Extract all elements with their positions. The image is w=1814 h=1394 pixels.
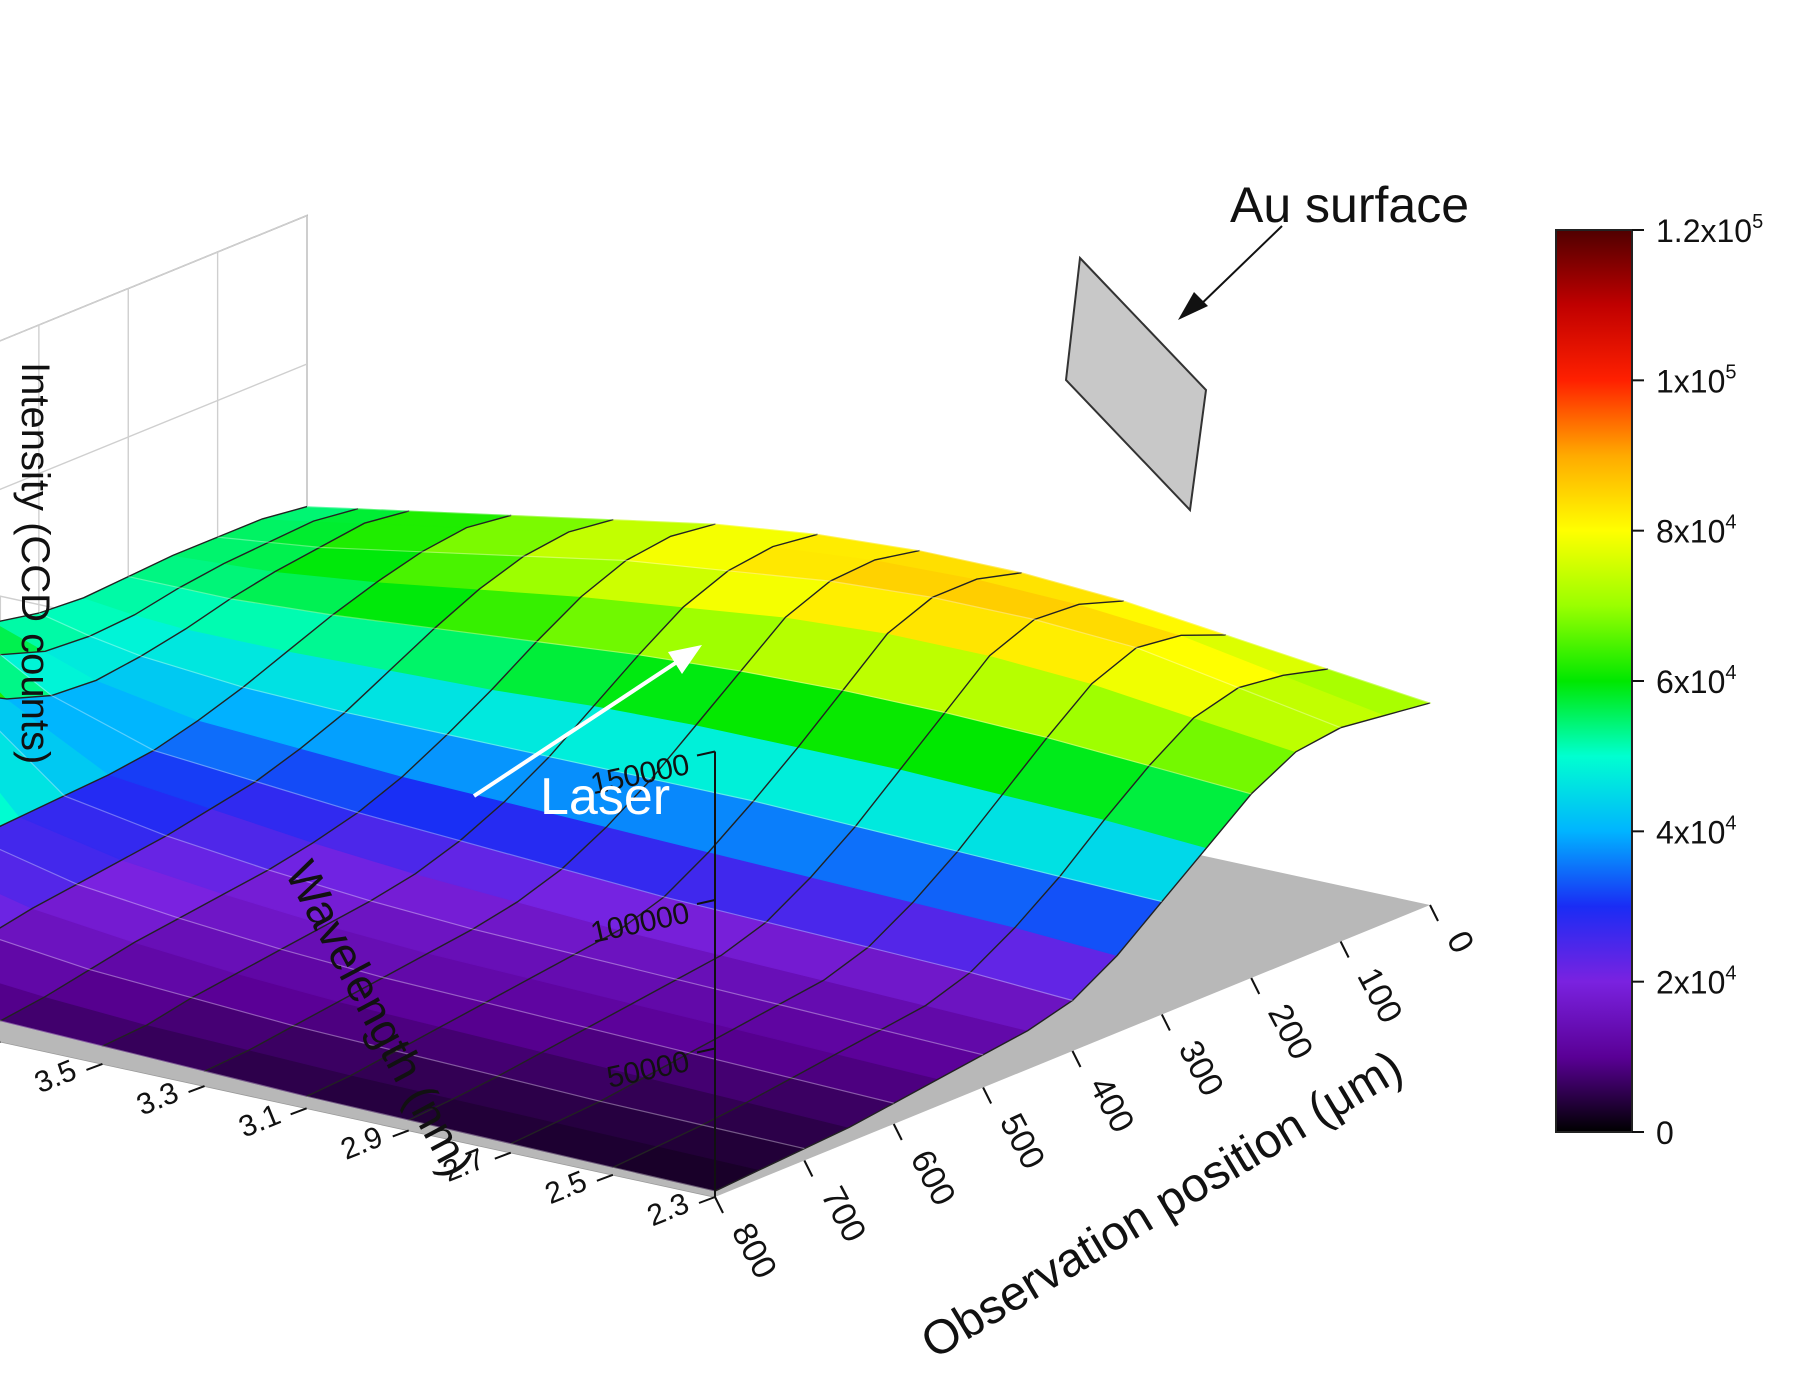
colorbar-tick-label: 1x105 [1656,361,1737,399]
position-tick [1071,1050,1082,1068]
slice-line [510,634,1226,1145]
slice-line [102,533,818,1047]
wavelength-slice-lines [0,505,1431,1192]
intensity-tick [696,750,716,757]
position-tick [1429,904,1439,922]
x-axis-title: Observation position (μm) [912,1040,1411,1369]
colorbar-tick-label: 1.2x105 [1656,211,1763,249]
z-axis-title: Intensity (CCD counts) [13,362,57,764]
laser-arrow [472,658,682,798]
au-surface-patch [1064,255,1208,513]
position-tick-label: 800 [724,1217,784,1285]
position-tick [1160,1014,1171,1031]
au-surface-arrow [1194,225,1283,311]
position-line [0,939,805,1150]
position-tick-label: 500 [992,1107,1052,1175]
position-line [0,848,894,1104]
slice-line [0,518,614,929]
position-line [38,612,1163,903]
colorbar-tick-label: 6x104 [1656,662,1737,700]
slice-line [204,549,920,1072]
wavelength-tick-label: 2.9 [336,1120,387,1166]
position-tick [1250,977,1261,995]
wavelength-tick [494,1151,512,1160]
colorbar-ticks: 0 2x104 4x104 6x104 8x104 1x105 1.2x105 [1632,211,1763,1151]
wavelength-tick [596,1173,614,1182]
slice-line [0,505,308,622]
position-tick-label: 700 [813,1180,873,1248]
slice-line [408,600,1124,1121]
wavelength-tick-label: 3.3 [132,1076,183,1122]
position-tick [982,1087,993,1104]
slice-line [0,508,359,656]
position-tick [714,1196,724,1214]
position-line [0,730,984,1056]
wavelength-tick [290,1107,307,1116]
annotation-au-surface: Au surface [1230,177,1469,233]
position-line [217,536,1341,729]
surface-cell [0,791,21,827]
slice-line [306,572,1022,1098]
position-line [306,506,1431,704]
slice-line [612,668,1328,1169]
wavelength-tick-label: 3.5 [30,1054,81,1100]
position-tick-label: 100 [1350,961,1410,1029]
colorbar-tick-label: 4x104 [1656,812,1737,850]
colorbar-tick-label: 2x104 [1656,963,1737,1001]
position-tick [803,1160,814,1177]
colorbar-tick-label: 0 [1656,1115,1674,1151]
slice-line [714,702,1431,1192]
au-surface-arrowhead [1178,292,1208,320]
position-tick [1339,941,1350,958]
slice-line [0,510,410,700]
wavelength-tick [392,1129,410,1138]
colorbar-tick-label: 8x104 [1656,512,1737,550]
position-tick-label: 600 [903,1144,963,1212]
intensity-tick [696,899,716,905]
wavelength-tick [86,1062,103,1071]
slice-line [0,523,716,1022]
position-line [128,576,1252,795]
wavelength-tick-label: 2.3 [643,1187,694,1233]
annotation-laser: Laser [540,768,670,826]
colorbar [1555,229,1633,1133]
position-tick-label: 300 [1171,1034,1231,1102]
laser-arrowhead [668,645,702,674]
wavelength-tick [698,1196,716,1204]
position-tick-label: 200 [1260,998,1320,1066]
wavelength-tick-label: 3.1 [234,1098,285,1144]
position-line [0,653,1073,1002]
position-tick [892,1123,903,1141]
position-line [0,1020,716,1192]
wavelength-tick-label: 2.5 [540,1165,591,1211]
intensity-tick [696,1047,716,1054]
position-tick-label: 0 [1439,925,1481,960]
slice-line [0,514,512,828]
wavelength-tick [188,1085,205,1094]
position-tick-label: 400 [1081,1071,1141,1139]
